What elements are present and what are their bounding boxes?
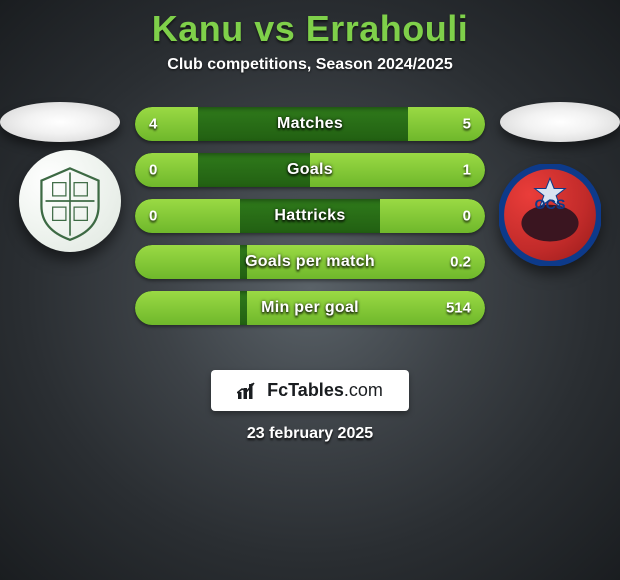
brand-badge[interactable]: FcTables.com (211, 370, 409, 411)
stat-row: Goals per match0.2 (135, 245, 485, 279)
stat-label: Hattricks (135, 207, 485, 225)
stat-value-left: 4 (149, 116, 157, 133)
crest-left-icon (19, 150, 121, 252)
stat-label: Goals (135, 161, 485, 179)
date-label: 23 february 2025 (0, 425, 620, 443)
stat-label: Goals per match (135, 253, 485, 271)
stat-label: Matches (135, 115, 485, 133)
stat-bars: Matches45Goals01Hattricks00Goals per mat… (135, 107, 485, 337)
brand-suffix: .com (344, 380, 383, 400)
crest-right-text: OCS (535, 197, 566, 213)
crest-right: OCS (499, 164, 601, 266)
chart-bars-icon (237, 382, 259, 400)
stat-value-right: 0 (463, 208, 471, 225)
subtitle: Club competitions, Season 2024/2025 (0, 56, 620, 74)
stat-row: Matches4 5 (135, 107, 485, 141)
stat-value-right: 1 (463, 162, 471, 179)
stat-row: Hattricks0 0 (135, 199, 485, 233)
stat-value-left: 0 (149, 208, 157, 225)
crest-right-icon: OCS (499, 164, 601, 266)
page-title: Kanu vs Errahouli (0, 8, 620, 50)
stat-value-right: 0.2 (450, 254, 471, 271)
stat-value-right: 514 (446, 300, 471, 317)
stat-row: Min per goal514 (135, 291, 485, 325)
brand-name: FcTables (267, 380, 344, 400)
stats-stage: OCS Matches45Goals01Hattricks00Goals per… (0, 102, 620, 362)
stat-row: Goals0 1 (135, 153, 485, 187)
platform-disc-right (500, 102, 620, 142)
comparison-card: Kanu vs Errahouli Club competitions, Sea… (0, 0, 620, 443)
stat-value-left: 0 (149, 162, 157, 179)
stat-value-right: 5 (463, 116, 471, 133)
platform-disc-left (0, 102, 120, 142)
stat-label: Min per goal (135, 299, 485, 317)
footer: FcTables.com 23 february 2025 (0, 370, 620, 443)
crest-left (19, 150, 121, 252)
